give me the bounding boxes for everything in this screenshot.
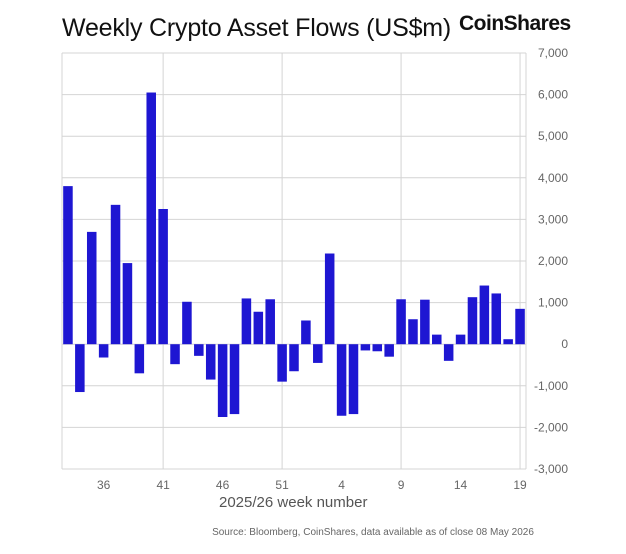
bar-week-40 [146, 92, 156, 345]
bar-week-48 [241, 298, 252, 345]
x-axis-label: 2025/26 week number [219, 494, 368, 511]
x-tick-label: 41 [156, 478, 170, 492]
y-tick-label: -2,000 [534, 420, 568, 434]
bar-week-42 [170, 344, 180, 365]
bar-week-51 [277, 344, 287, 382]
bar-week-18 [503, 339, 513, 345]
bar-week-1 [301, 320, 311, 345]
y-tick-label: 3,000 [538, 212, 568, 226]
y-tick-label: 4,000 [538, 171, 568, 185]
bar-week-8 [384, 344, 394, 357]
chart-title: Weekly Crypto Asset Flows (US$m) [62, 14, 452, 42]
bar-week-44 [194, 344, 204, 356]
bar-week-19 [515, 308, 525, 345]
bar-week-34 [75, 344, 85, 393]
bar-week-15 [467, 297, 478, 345]
x-tick-label: 4 [338, 478, 345, 492]
y-tick-label: 5,000 [538, 129, 568, 143]
bar-week-4 [336, 344, 347, 416]
y-tick-label: 1,000 [538, 296, 568, 310]
bar-week-41 [158, 209, 168, 345]
bar-week-49 [253, 311, 264, 345]
bar-week-2 [313, 344, 323, 363]
grid-layer [61, 52, 527, 470]
bar-week-52 [289, 344, 299, 372]
bar-week-33 [63, 186, 73, 345]
bar-week-14 [455, 334, 466, 345]
bar-week-17 [491, 293, 502, 345]
coinshares-logo: CoinShares [459, 12, 571, 35]
y-tick-label: -3,000 [534, 462, 568, 476]
bar-week-47 [229, 344, 240, 415]
bar-week-16 [479, 285, 490, 345]
bars-layer [63, 92, 525, 417]
x-axis-ticks: 36 41 46 51 4 9 14 19 [97, 478, 527, 492]
bar-week-43 [182, 301, 192, 345]
bar-week-7 [372, 344, 383, 352]
bar-week-13 [443, 344, 454, 361]
x-tick-label: 9 [398, 478, 405, 492]
x-tick-label: 36 [97, 478, 111, 492]
bar-week-46 [217, 344, 228, 417]
y-tick-label: 7,000 [538, 46, 568, 60]
bar-week-37 [110, 204, 121, 345]
y-tick-label: 0 [561, 337, 568, 351]
bar-week-10 [408, 319, 418, 345]
bar-week-39 [134, 344, 145, 374]
bar-week-50 [265, 299, 275, 345]
bar-week-11 [420, 299, 430, 345]
bar-week-3 [324, 253, 335, 345]
x-tick-label: 19 [513, 478, 527, 492]
x-tick-label: 14 [454, 478, 468, 492]
source-note: Source: Bloomberg, CoinShares, data avai… [212, 527, 534, 538]
y-tick-label: -1,000 [534, 379, 568, 393]
y-tick-label: 2,000 [538, 254, 568, 268]
x-tick-label: 46 [216, 478, 230, 492]
bar-week-38 [122, 263, 133, 345]
bar-week-5 [348, 344, 359, 415]
x-tick-label: 51 [275, 478, 289, 492]
y-axis-ticks: 7,000 6,000 5,000 4,000 3,000 2,000 1,000 0 -1,0… [534, 46, 568, 476]
bar-week-6 [360, 344, 371, 351]
bar-week-12 [432, 334, 442, 345]
bar-week-36 [98, 344, 109, 358]
bar-week-35 [86, 231, 97, 345]
bar-week-45 [205, 344, 216, 380]
bar-week-9 [396, 299, 406, 345]
y-tick-label: 6,000 [538, 88, 568, 102]
